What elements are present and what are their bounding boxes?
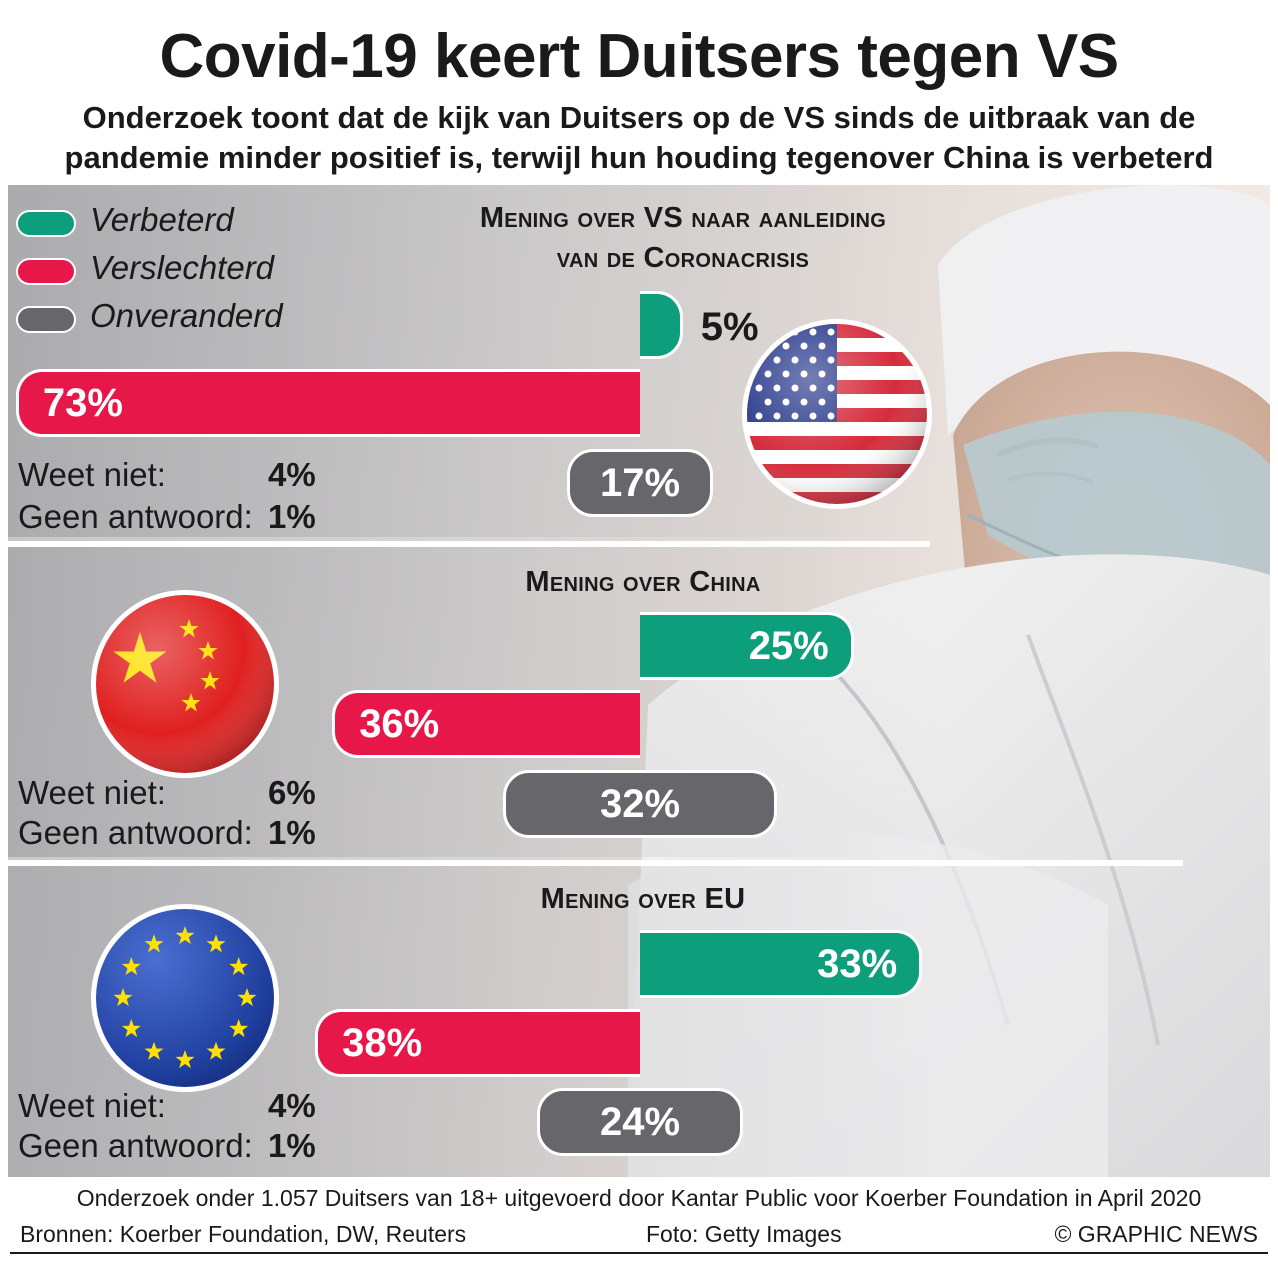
usa-bar-verbeterd <box>640 291 683 359</box>
usa-weet-niet-label: Weet niet: <box>18 456 166 493</box>
divider-2 <box>8 860 1183 866</box>
chart-area: Verbeterd Verslechterd Onveranderd Menin… <box>8 185 1270 1177</box>
eu-star-icon <box>144 1041 164 1060</box>
china-weet-niet-label: Weet niet: <box>18 774 166 811</box>
usa-title-line-1: Mening over VS naar aanleiding <box>479 202 887 234</box>
eu-weet-niet-value: 4% <box>268 1087 316 1124</box>
usa-label-verslechterd: 73% <box>42 380 123 425</box>
china-weet-niet-value: 6% <box>268 774 316 811</box>
subtitle-line-2: pandemie minder positief is, terwijl hun… <box>64 140 1214 175</box>
eu-bar-onveranderd: 24% <box>537 1088 743 1156</box>
legend-swatch-verslechterd <box>16 258 76 285</box>
usa-label-verbeterd: 5% <box>700 305 759 349</box>
china-title: Mening over China <box>525 566 761 598</box>
legend-label-onveranderd: Onveranderd <box>90 297 283 334</box>
eu-star-icon <box>237 988 257 1007</box>
usa-label-onveranderd: 17% <box>599 460 681 505</box>
eu-bar-verbeterd: 33% <box>640 930 923 998</box>
eu-star-icon <box>229 957 249 976</box>
eu-star-icon <box>229 1019 249 1038</box>
eu-bar-verslechterd: 38% <box>315 1009 640 1077</box>
eu-star-icon <box>144 934 164 953</box>
eu-star-icon <box>175 926 195 945</box>
eu-label-verbeterd: 33% <box>817 941 898 986</box>
usa-bar-onveranderd: 17% <box>567 449 713 517</box>
eu-star-icon <box>175 1050 195 1069</box>
eu-panel: Mening over EU 33% 38% 24% Weet niet: 4%… <box>8 866 943 1177</box>
eu-star-icon <box>113 988 133 1007</box>
china-geen-antwoord-label: Geen antwoord: <box>18 814 253 851</box>
footer-note: Onderzoek onder 1.057 Duitsers van 18+ u… <box>76 1185 1202 1211</box>
eu-star-icon <box>121 1019 141 1038</box>
eu-weet-niet-label: Weet niet: <box>18 1087 166 1124</box>
legend-label-verslechterd: Verslechterd <box>90 249 275 286</box>
eu-geen-antwoord-value: 1% <box>268 1127 316 1164</box>
eu-label-verslechterd: 38% <box>342 1020 423 1065</box>
eu-star-icon <box>206 934 226 953</box>
eu-geen-antwoord-label: Geen antwoord: <box>18 1127 253 1164</box>
china-bar-verbeterd: 25% <box>640 612 854 680</box>
legend-swatch-verbeterd <box>16 210 76 237</box>
footer-photo-credit: Foto: Getty Images <box>646 1221 842 1247</box>
china-bar-verslechterd: 36% <box>332 690 640 758</box>
usa-flag <box>742 319 932 509</box>
china-label-verbeterd: 25% <box>748 623 829 668</box>
china-label-verslechterd: 36% <box>359 701 440 746</box>
legend-item-verbeterd: Verbeterd <box>16 201 316 239</box>
subtitle-line-1: Onderzoek toont dat de kijk van Duitsers… <box>82 100 1196 135</box>
china-flag <box>91 590 279 778</box>
eu-title: Mening over EU <box>540 883 746 915</box>
legend-swatch-onveranderd <box>16 306 76 333</box>
divider-1 <box>8 541 930 547</box>
legend-item-onveranderd: Onveranderd <box>16 297 316 335</box>
legend-item-verslechterd: Verslechterd <box>16 249 316 287</box>
usa-geen-antwoord-label: Geen antwoord: <box>18 498 253 535</box>
usa-title-line-2: van de Coronacrisis <box>556 242 810 274</box>
eu-star-icon <box>206 1041 226 1060</box>
china-label-onveranderd: 32% <box>599 781 681 826</box>
eu-star-icon <box>121 957 141 976</box>
usa-weet-niet-value: 4% <box>268 456 316 493</box>
china-bar-onveranderd: 32% <box>503 770 777 838</box>
footer-rule <box>10 1252 1268 1254</box>
page-title: Covid-19 keert Duitsers tegen VS <box>159 22 1119 91</box>
footer-sources: Bronnen: Koerber Foundation, DW, Reuters <box>20 1221 467 1247</box>
legend-label-verbeterd: Verbeterd <box>90 201 234 238</box>
eu-flag <box>91 904 279 1092</box>
footer-copyright: © GRAPHIC NEWS <box>1054 1221 1258 1247</box>
usa-geen-antwoord-value: 1% <box>268 498 316 535</box>
usa-bar-verslechterd: 73% <box>15 369 640 437</box>
china-geen-antwoord-value: 1% <box>268 814 316 851</box>
eu-label-onveranderd: 24% <box>599 1099 681 1144</box>
